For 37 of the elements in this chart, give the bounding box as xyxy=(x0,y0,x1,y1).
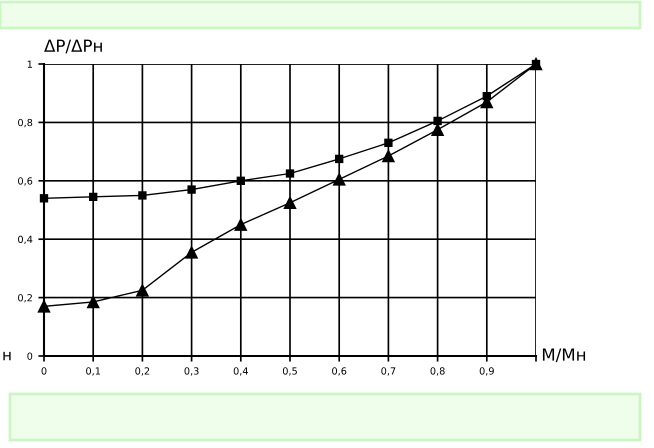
point xyxy=(482,92,491,100)
point xyxy=(286,169,294,178)
point xyxy=(382,150,395,162)
x-tick-label: 0,4 xyxy=(234,367,248,376)
point xyxy=(185,246,198,259)
x-tick-label: 0,1 xyxy=(86,367,100,376)
point xyxy=(433,116,442,126)
y-tick-label: 1 xyxy=(28,60,32,68)
x-tick-label: 0,8 xyxy=(430,367,445,376)
y-tick-label: 0,2 xyxy=(18,294,32,302)
point xyxy=(187,185,196,194)
x-tick-label: 0,2 xyxy=(135,367,150,376)
point xyxy=(384,138,393,148)
point xyxy=(236,176,245,185)
point xyxy=(234,218,248,231)
point xyxy=(136,284,149,297)
x-tick-label: 0,6 xyxy=(332,367,346,376)
point xyxy=(40,194,48,202)
x-tick-label: 0,7 xyxy=(381,367,396,376)
y-axis-title: ΔP/ΔPн xyxy=(44,40,102,54)
point xyxy=(138,191,147,200)
x-tick-label: 0 xyxy=(42,367,46,375)
y-tick-label: 0,4 xyxy=(18,236,32,244)
point xyxy=(284,196,296,209)
x-tick-label: 0,5 xyxy=(282,367,297,376)
x-tick-label: 0,9 xyxy=(480,367,494,376)
x-tick-label: 0,3 xyxy=(184,367,199,376)
text: н xyxy=(3,352,11,360)
point xyxy=(335,154,344,164)
y-tick-label: 0,6 xyxy=(18,177,32,186)
y-tick-label: 0 xyxy=(27,352,32,360)
point xyxy=(86,296,100,308)
point xyxy=(332,173,346,186)
x-axis-title: M/Mн xyxy=(542,348,586,362)
point xyxy=(38,300,50,313)
y-tick-label: 0,8 xyxy=(18,118,32,128)
point xyxy=(89,192,98,202)
